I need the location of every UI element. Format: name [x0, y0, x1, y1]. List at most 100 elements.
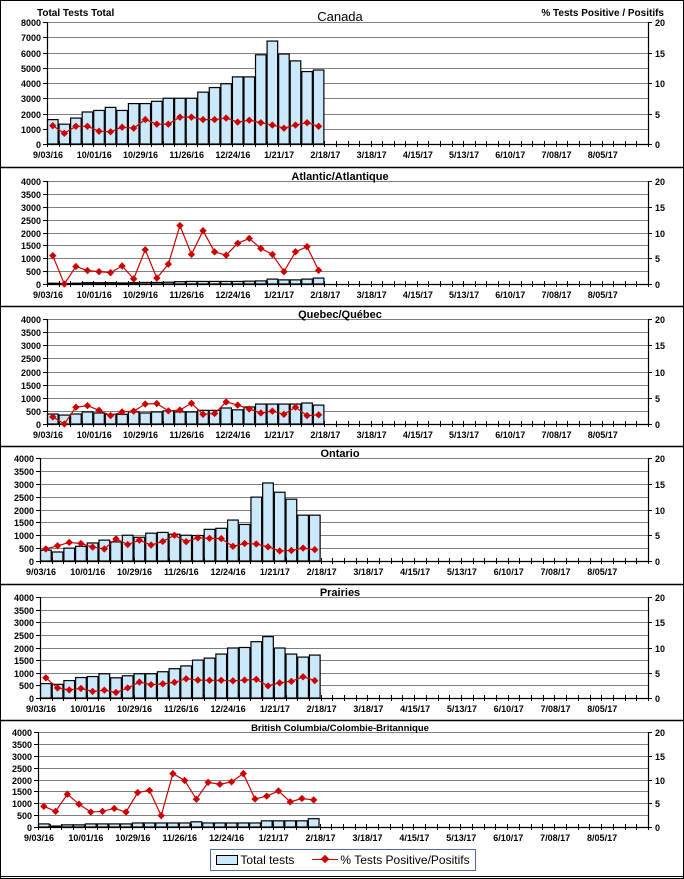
x-tick-label: 1/21/17 [264, 290, 294, 300]
x-tick-label: 1/21/17 [264, 430, 294, 440]
x-tick-label: 2/18/17 [310, 290, 340, 300]
percent-positive-marker [106, 411, 115, 420]
y2-tick-label: 5 [655, 254, 660, 264]
x-tick-label: 11/26/16 [169, 290, 204, 300]
x-tick-label: 7/08/17 [542, 430, 572, 440]
bar [70, 282, 82, 285]
bar [93, 412, 105, 425]
percent-positive-marker [229, 542, 237, 550]
percent-positive-marker [199, 115, 207, 124]
percent-positive-marker [130, 275, 138, 283]
x-tick-label: 6/10/17 [493, 833, 523, 843]
bar [120, 823, 132, 828]
x-tick-label: 5/13/17 [449, 430, 479, 440]
bar [208, 280, 221, 285]
x-tick-label: 7/08/17 [540, 704, 570, 714]
x-tick-label: 4/15/17 [399, 833, 429, 843]
percent-positive-marker [51, 807, 60, 816]
percent-positive-marker [187, 113, 196, 121]
y-tick-label: 2500 [14, 493, 34, 503]
bar [139, 102, 152, 145]
panel-title: Quebec/Québec [298, 309, 382, 321]
percent-positive-marker [98, 807, 107, 816]
x-tick-label: 3/18/17 [353, 704, 383, 714]
y-tick-label: 2000 [21, 229, 41, 239]
bar [295, 820, 308, 828]
x-tick-label: 10/01/16 [77, 290, 112, 300]
percent-positive-marker [60, 129, 69, 138]
percent-positive-marker [264, 682, 272, 690]
legend-bars-label: Total tests [240, 853, 295, 867]
bar [39, 683, 52, 699]
percent-positive-marker [49, 122, 57, 130]
percent-positive-marker [141, 246, 149, 254]
percent-positive-marker [176, 113, 184, 121]
x-tick-label: 10/29/16 [123, 290, 158, 300]
x-tick-label: 10/29/16 [117, 567, 152, 577]
percent-positive-marker [276, 547, 284, 555]
x-tick-label: 10/01/16 [70, 704, 105, 714]
x-tick-label: 8/05/17 [587, 567, 617, 577]
y2-tick-label: 0 [655, 420, 660, 430]
bar [220, 83, 233, 145]
y2-tick-label: 5 [655, 531, 660, 541]
percent-positive-marker [210, 248, 219, 256]
percent-positive-marker [210, 409, 219, 418]
y-tick-label: 1500 [14, 656, 34, 666]
percent-positive-marker [287, 677, 296, 686]
bar [312, 277, 325, 285]
y-tick-label: 1000 [14, 531, 34, 541]
x-tick-label: 2/18/17 [307, 704, 337, 714]
percent-positive-marker [182, 675, 190, 683]
percent-positive-marker [234, 401, 242, 409]
x-tick-label: 9/03/16 [33, 290, 63, 300]
percent-positive-marker [222, 398, 230, 406]
y-tick-label: 8000 [21, 18, 41, 28]
percent-positive-marker [106, 128, 115, 136]
percent-positive-marker [169, 769, 177, 778]
percent-positive-marker [77, 684, 85, 693]
x-tick-label: 8/05/17 [588, 430, 618, 440]
percent-positive-marker [280, 267, 288, 276]
y-tick-label: 4000 [21, 79, 41, 89]
x-tick-label: 4/15/17 [400, 567, 430, 577]
chart-panel-ontario: 0 500 1000 1500 2000 2500 3000 3500 4000 0 5 10 15 20… [0, 445, 684, 577]
y-tick-label: 0 [29, 557, 34, 567]
percent-positive-marker [141, 115, 149, 124]
percent-positive-marker [72, 262, 80, 271]
y-tick-label: 4000 [14, 593, 34, 603]
y2-tick-label: 15 [655, 480, 665, 490]
y-tick-label: 0 [36, 140, 41, 150]
bar [226, 519, 239, 562]
percent-positive-marker [182, 538, 190, 546]
y-tick-label: 1500 [12, 787, 32, 797]
percent-positive-marker [303, 411, 311, 420]
y2-tick-label: 10 [655, 79, 665, 89]
x-tick-label: 9/03/16 [26, 704, 56, 714]
percent-positive-marker [286, 798, 294, 806]
percent-positive-marker [124, 684, 132, 692]
bar [220, 280, 233, 285]
y2-tick-label: 5 [655, 110, 660, 120]
x-tick-label: 8/05/17 [587, 704, 617, 714]
percent-positive-marker [268, 121, 277, 129]
percent-positive-marker [222, 114, 230, 122]
bar [284, 820, 297, 828]
chart-panel-prairies: 0 500 1000 1500 2000 2500 3000 3500 4000 0 5 10 15 20… [0, 583, 684, 714]
bar [226, 647, 239, 699]
x-tick-label: 5/13/17 [447, 704, 477, 714]
percent-positive-marker [291, 403, 300, 411]
percent-positive-line [52, 223, 320, 286]
x-tick-label: 3/18/17 [353, 567, 383, 577]
percent-positive-marker [204, 778, 212, 787]
percent-positive-marker [299, 544, 307, 552]
bar [156, 531, 169, 562]
x-tick-label: 2/18/17 [310, 430, 340, 440]
y-tick-label: 500 [19, 544, 34, 554]
percent-positive-marker [157, 811, 165, 820]
y-tick-label: 2000 [21, 368, 41, 378]
x-tick-label: 6/10/17 [494, 704, 524, 714]
x-tick-label: 12/24/16 [215, 290, 250, 300]
y2-tick-label: 0 [655, 823, 660, 833]
